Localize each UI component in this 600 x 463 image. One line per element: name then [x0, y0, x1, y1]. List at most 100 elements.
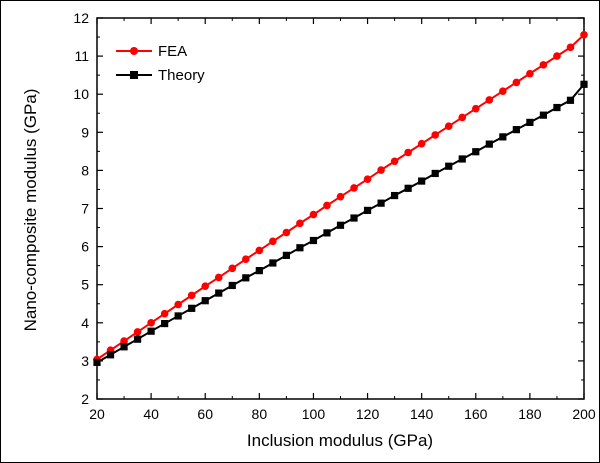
data-point-theory	[377, 199, 385, 207]
x-tick-label: 160	[464, 406, 488, 422]
data-point-theory	[106, 351, 115, 359]
legend-background	[108, 32, 236, 92]
data-point-fea	[228, 264, 237, 273]
y-tick-label: 4	[81, 315, 89, 331]
data-point-theory	[255, 267, 263, 275]
data-point-fea	[485, 96, 494, 104]
data-point-theory	[309, 236, 318, 245]
legend-marker-theory	[130, 71, 138, 79]
data-point-fea	[133, 328, 142, 336]
data-point-fea	[539, 61, 548, 69]
data-point-fea	[444, 122, 453, 131]
y-tick-label: 3	[81, 353, 89, 369]
data-point-theory	[566, 96, 575, 104]
data-point-theory	[269, 259, 277, 267]
legend-label-fea: FEA	[158, 43, 187, 60]
data-point-theory	[93, 358, 101, 367]
data-point-fea	[431, 131, 439, 139]
data-point-fea	[526, 69, 534, 78]
data-point-theory	[201, 297, 209, 305]
y-tick-label: 2	[81, 391, 89, 407]
data-point-fea	[350, 184, 358, 192]
data-point-fea	[363, 175, 372, 183]
x-axis-title: Inclusion modulus (GPa)	[247, 431, 433, 450]
series-layer	[93, 30, 588, 367]
x-tick-label: 140	[410, 406, 434, 422]
y-axis-title: Nano-composite modulus (GPa)	[21, 89, 40, 332]
y-tick-label: 11	[74, 48, 89, 64]
data-point-theory	[363, 206, 372, 215]
y-tick-label: 12	[73, 10, 89, 26]
data-point-theory	[445, 162, 453, 170]
data-point-theory	[147, 327, 155, 335]
data-point-theory	[323, 229, 331, 237]
data-point-theory	[391, 191, 399, 200]
data-point-theory	[512, 126, 520, 134]
data-point-fea	[417, 139, 426, 148]
y-tick-label: 7	[81, 201, 89, 217]
data-point-theory	[188, 304, 196, 312]
data-point-fea	[377, 166, 385, 174]
axis-ticks: 20 40 60 80 100 120 140 160 180 200 2 3 4 5 6 7 8 9 10 11 12	[73, 10, 595, 422]
data-point-fea	[269, 237, 277, 246]
data-point-theory	[296, 244, 304, 252]
data-point-fea	[174, 300, 182, 309]
y-tick-label: 6	[81, 239, 89, 255]
x-tick-label: 120	[356, 406, 380, 422]
data-point-fea	[323, 201, 331, 210]
data-point-fea	[187, 291, 196, 300]
legend: FEA Theory	[108, 32, 236, 92]
data-point-theory	[472, 148, 480, 156]
data-point-fea	[512, 78, 521, 87]
data-point-fea	[147, 319, 155, 327]
legend-label-theory: Theory	[158, 67, 205, 84]
data-point-theory	[336, 221, 345, 229]
data-point-fea	[160, 309, 169, 318]
data-point-fea	[390, 157, 399, 166]
data-point-fea	[499, 87, 507, 95]
data-point-fea	[242, 255, 250, 263]
data-point-theory	[215, 289, 223, 297]
y-tick-label: 9	[81, 124, 89, 140]
data-point-theory	[499, 133, 507, 141]
data-point-fea	[309, 210, 318, 219]
data-point-theory	[242, 274, 250, 282]
data-point-fea	[201, 282, 210, 291]
data-point-theory	[120, 343, 128, 351]
data-point-fea	[255, 246, 264, 255]
y-tick-label: 5	[81, 277, 89, 293]
data-point-fea	[404, 148, 412, 157]
data-point-fea	[580, 30, 588, 39]
x-tick-label: 180	[518, 406, 542, 422]
x-tick-label: 80	[252, 406, 268, 422]
data-point-theory	[133, 335, 142, 343]
data-point-fea	[458, 113, 467, 122]
data-point-fea	[553, 52, 561, 60]
data-point-theory	[526, 118, 534, 126]
data-point-theory	[161, 319, 169, 328]
data-point-fea	[336, 192, 345, 201]
x-tick-label: 200	[572, 406, 596, 422]
data-point-theory	[431, 169, 439, 178]
data-point-theory	[174, 312, 182, 320]
data-point-fea	[471, 104, 480, 113]
data-point-fea	[282, 228, 291, 237]
data-point-fea	[120, 337, 128, 345]
data-point-theory	[485, 140, 493, 148]
data-point-theory	[539, 111, 548, 119]
x-tick-label: 60	[197, 406, 213, 422]
data-point-theory	[282, 251, 290, 259]
data-point-theory	[458, 155, 466, 163]
data-point-theory	[228, 281, 236, 290]
data-point-theory	[553, 103, 561, 112]
data-point-theory	[350, 214, 358, 222]
data-point-theory	[418, 177, 426, 185]
data-point-fea	[296, 219, 304, 228]
x-tick-label: 20	[89, 406, 105, 422]
legend-marker-fea	[130, 47, 138, 55]
data-point-theory	[404, 184, 412, 192]
y-tick-label: 8	[81, 162, 89, 178]
data-point-fea	[214, 273, 223, 282]
